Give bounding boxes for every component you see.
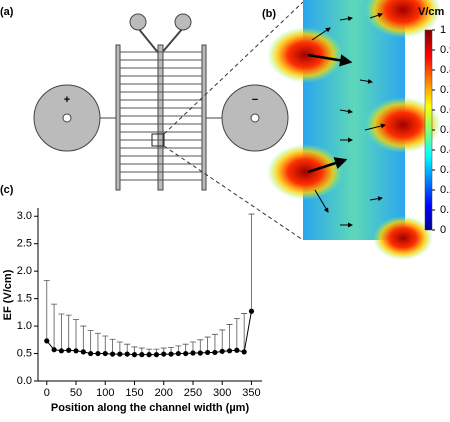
data-point — [139, 352, 145, 358]
error-bar — [80, 325, 87, 352]
error-bar — [65, 314, 72, 351]
x-tick-label: 50 — [70, 387, 82, 399]
data-point — [131, 352, 138, 358]
y-tick-label: 2.5 — [17, 238, 32, 250]
data-point — [234, 347, 240, 353]
error-bar — [219, 329, 226, 352]
data-point — [124, 351, 130, 357]
data-point — [248, 308, 255, 314]
data-point — [58, 348, 64, 354]
field-map — [267, 0, 441, 260]
panel-label: (c) — [0, 184, 14, 196]
data-point — [109, 351, 116, 357]
y-tick-label: 3.0 — [17, 210, 32, 222]
data-point — [44, 338, 50, 344]
error-bar — [233, 317, 240, 351]
colorbar-tick-label: 0.7 — [440, 84, 450, 96]
error-bar — [102, 335, 109, 354]
device-diagram — [33, 1, 304, 241]
panel-label: (a) — [0, 6, 14, 18]
colorbar-tick-label: 0.4 — [440, 144, 450, 156]
panel-label: (b) — [262, 8, 276, 20]
data-point — [197, 350, 203, 356]
data-point — [51, 347, 57, 353]
data-point — [73, 348, 79, 354]
colorbar-tick-label: 0.1 — [440, 204, 450, 216]
data-line — [46, 311, 252, 356]
colorbar-tick-label: 0.5 — [440, 124, 450, 136]
y-tick-label: 1.5 — [17, 293, 32, 305]
x-tick-label: 250 — [184, 387, 202, 399]
data-point — [146, 352, 152, 358]
data-point — [153, 352, 160, 358]
y-tick-label: 1.0 — [17, 320, 32, 332]
electrode-sign: + — [64, 94, 70, 106]
data-point — [80, 349, 86, 355]
error-bar — [226, 324, 233, 351]
colorbar-tick-label: 0.2 — [440, 184, 450, 196]
data-point — [241, 349, 247, 355]
error-bar — [51, 303, 58, 350]
data-point — [212, 349, 218, 356]
x-tick-label: 100 — [96, 387, 114, 399]
data-point — [190, 350, 196, 356]
colorbar-tick-label: 0.9 — [440, 44, 450, 56]
colorbar-ticks: 0 0.1 0.2 0.3 0.4 0.5 0.6 0.7 0.8 0.9 1 — [432, 24, 450, 236]
x-axis-label: Position along the channel width (µm) — [51, 402, 250, 414]
colorbar-unit: V/cm — [418, 6, 445, 18]
y-tick-label: 0.0 — [17, 375, 32, 387]
data-point — [226, 348, 233, 354]
error-bar — [43, 280, 50, 341]
colorbar-tick-label: 0.8 — [440, 64, 450, 76]
colorbar-tick-label: 0.6 — [440, 104, 450, 116]
error-bar — [241, 313, 248, 352]
electrode-sign: − — [252, 94, 258, 106]
x-tick-label: 300 — [213, 387, 231, 399]
chart: Position along the channel width (µm) EF… — [2, 208, 262, 414]
colorbar-tick-label: 0 — [440, 224, 446, 236]
data-point — [66, 347, 72, 353]
y-axis-label: EF (V/cm) — [2, 269, 14, 320]
data-point — [161, 351, 167, 357]
error-bar — [58, 313, 65, 351]
x-tick-label: 150 — [125, 387, 143, 399]
data-point — [102, 350, 108, 357]
x-tick-label: 0 — [44, 387, 50, 399]
colorbar-tick-label: 1 — [440, 24, 446, 36]
error-bar — [211, 333, 218, 353]
data-point — [205, 349, 211, 356]
data-point — [95, 350, 101, 357]
y-tick-label: 0.5 — [17, 347, 32, 359]
x-tick-label: 200 — [155, 387, 173, 399]
data-point — [117, 351, 123, 357]
data-point — [175, 350, 181, 357]
error-bar — [73, 319, 80, 351]
error-bar — [248, 213, 255, 312]
data-point — [88, 350, 94, 357]
data-point — [219, 348, 225, 354]
y-tick-label: 2.0 — [17, 265, 32, 277]
error-bar — [94, 332, 101, 354]
colorbar-tick-label: 0.3 — [440, 164, 450, 176]
data-point — [183, 350, 189, 357]
x-tick-label: 350 — [242, 387, 260, 399]
error-bar — [87, 330, 94, 354]
data-point — [168, 351, 174, 357]
